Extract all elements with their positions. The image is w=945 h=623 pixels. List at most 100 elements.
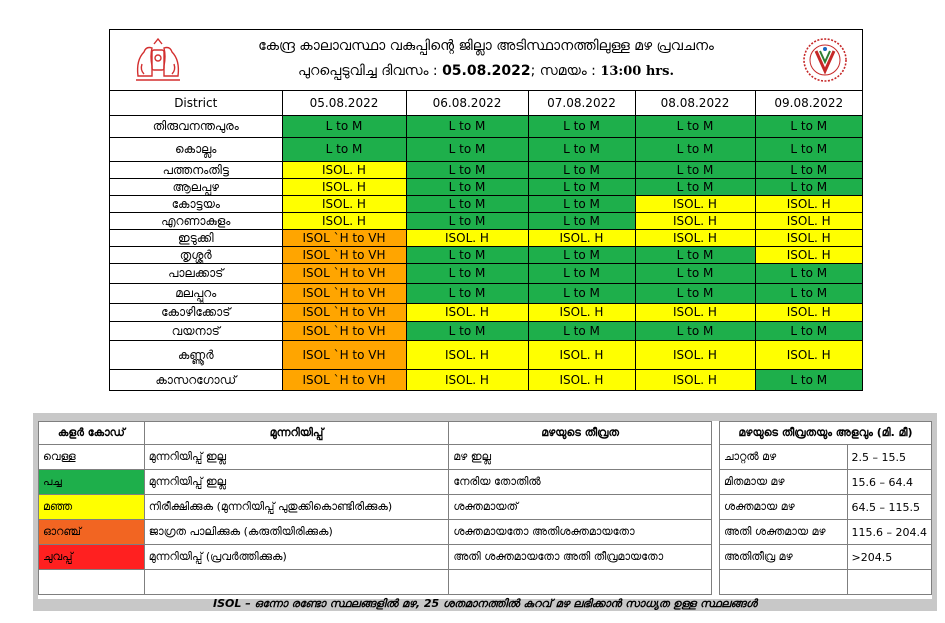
forecast-cell: L to M [634,282,756,304]
warning-text: മുന്നറിയിപ്പ് ഇല്ല [143,469,450,495]
forecast-cell: ISOL. H [281,160,407,179]
district-name: മലപ്പുറം [110,282,283,304]
intensity-text: മഴ ഇല്ല [448,444,712,470]
forecast-cell: ISOL `H to VH [281,320,407,341]
forecast-cell: L to M [527,320,636,341]
amount-label: മിതമായ മഴ [719,469,848,495]
forecast-cell: L to M [281,136,407,162]
forecast-cell: ISOL. H [754,211,862,230]
forecast-cell: L to M [634,136,756,162]
forecast-cell: ISOL. H [527,228,636,247]
forecast-cell: L to M [405,177,529,196]
imd-logo-icon [803,38,847,82]
date-header: 05.08.2022 [281,91,407,116]
color-code-header: കളർ കോഡ് [38,421,145,445]
amount-row: അതിതീവ്ര മഴ >204.5 [719,544,933,570]
color-swatch: മഞ്ഞ [38,494,145,520]
forecast-cell: ISOL. H [754,302,862,322]
issued-time: 13:00 hrs. [600,64,674,79]
amount-row: ശക്തമായ മഴ 64.5 – 115.5 [719,494,933,520]
forecast-cell: L to M [405,282,529,304]
district-name: കാസറഗോഡ് [110,368,283,390]
legend-row: വെള്ള മുന്നറിയിപ്പ് ഇല്ല മഴ ഇല്ല [38,444,712,470]
district-row: കാസറഗോഡ് ISOL `H to VH ISOL. H ISOL. H ISOL.… [110,368,862,390]
intensity-amount-header: മഴയുടെ തീവ്രതയും അളവും (മി. മീ) [719,421,932,445]
issued-info: പുറപ്പെടുവിച്ച ദിവസം : 05.08.2022; സമയം … [110,63,862,79]
amount-range: 2.5 – 15.5 [846,444,933,470]
district-name: തൃശ്ശൂർ [110,245,283,264]
forecast-cell: L to M [405,262,529,284]
forecast-cell: ISOL. H [634,194,756,213]
forecast-cell: ISOL. H [634,368,756,390]
forecast-cell: ISOL `H to VH [281,339,407,370]
district-name: കൊല്ലം [110,136,283,162]
intensity-text: അതി ശക്തമായതോ അതി തീവ്രമായതോ [448,544,712,570]
forecast-cell: L to M [754,160,862,179]
color-swatch: ചുവപ്പ് [38,544,145,570]
forecast-cell: L to M [634,177,756,196]
forecast-table: കേന്ദ്ര കാലാവസ്ഥാ വകുപ്പിന്റെ ജില്ലാ അടി… [109,29,863,391]
district-header: District [110,91,283,116]
forecast-cell: L to M [754,136,862,162]
forecast-cell: L to M [634,262,756,284]
forecast-cell: ISOL. H [405,368,529,390]
forecast-cell: L to M [634,245,756,264]
forecast-cell: L to M [527,114,636,138]
intensity-text: ശക്തമായതോ അതിശക്തമായതോ [448,519,712,545]
warning-text: നിരീക്ഷിക്കുക (മുന്നറിയിപ്പ് പുതുക്കികൊണ… [143,494,450,520]
amount-row: മിതമായ മഴ 15.6 – 64.4 [719,469,933,495]
forecast-grid: District 05.08.2022 06.08.2022 07.08.202… [110,91,862,390]
forecast-cell: ISOL `H to VH [281,245,407,264]
forecast-cell: ISOL. H [281,177,407,196]
forecast-cell: ISOL `H to VH [281,368,407,390]
forecast-cell: L to M [634,114,756,138]
forecast-cell: L to M [405,320,529,341]
district-name: പത്തനംതിട്ട [110,160,283,179]
forecast-cell: ISOL. H [634,211,756,230]
kerala-emblem-icon [136,37,180,81]
amount-row: ചാറ്റൽ മഴ 2.5 – 15.5 [719,444,933,470]
forecast-cell: L to M [527,160,636,179]
district-row: കോഴിക്കോട് ISOL `H to VH ISOL. H ISOL. H ISO… [110,302,862,322]
color-swatch: വെള്ള [38,444,145,470]
legend-row: ചുവപ്പ് മുന്നറിയിപ്പ് (പ്രവർത്തിക്കുക) അതി… [38,544,712,570]
intensity-text: നേരിയ തോതിൽ [448,469,712,495]
forecast-cell: L to M [527,136,636,162]
legend-row: പച്ച മുന്നറിയിപ്പ് ഇല്ല നേരിയ തോതിൽ [38,469,712,495]
date-header: 07.08.2022 [527,91,636,116]
empty-cell [143,569,450,595]
forecast-cell: ISOL. H [634,228,756,247]
district-name: കണ്ണൂർ [110,339,283,370]
amount-label: ചാറ്റൽ മഴ [719,444,848,470]
amount-row: അതി ശക്തമായ മഴ 115.6 – 204.4 [719,519,933,545]
legend-empty-row [38,569,712,595]
forecast-cell: ISOL. H [281,194,407,213]
date-header-row: District 05.08.2022 06.08.2022 07.08.202… [110,91,862,116]
forecast-cell: L to M [754,114,862,138]
forecast-cell: L to M [527,262,636,284]
date-header: 08.08.2022 [634,91,756,116]
amount-range: 115.6 – 204.4 [846,519,933,545]
forecast-cell: ISOL `H to VH [281,228,407,247]
forecast-cell: ISOL. H [754,194,862,213]
district-name: കോഴിക്കോട് [110,302,283,322]
warning-text: ജാഗ്രത പാലിക്കുക (കരുതിയിരിക്കുക) [143,519,450,545]
warning-header: മുന്നറിയിപ്പ് [143,421,450,445]
empty-cell [846,569,933,595]
legend-panel: കളർ കോഡ് മുന്നറിയിപ്പ് മഴയുടെ തീവ്രത വെള… [33,413,937,611]
date-header: 06.08.2022 [405,91,529,116]
forecast-cell: ISOL. H [405,302,529,322]
color-swatch: ഓറഞ്ച് [38,519,145,545]
amount-header-row: മഴയുടെ തീവ്രതയും അളവും (മി. മീ) [719,421,932,445]
forecast-cell: ISOL `H to VH [281,302,407,322]
amount-range: >204.5 [846,544,933,570]
forecast-cell: L to M [634,160,756,179]
forecast-cell: L to M [405,245,529,264]
intensity-text: ശക്തമായത് [448,494,712,520]
amount-empty-row [719,569,933,595]
